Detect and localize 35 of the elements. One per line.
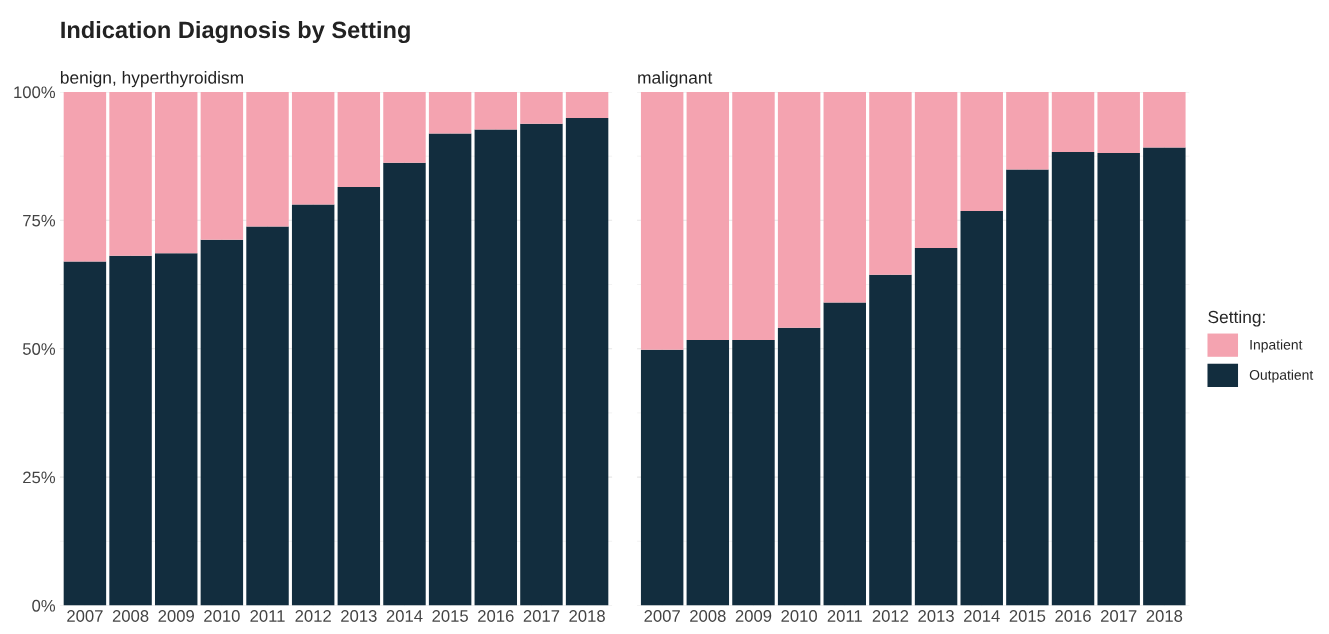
x-tick-label: 2016 bbox=[478, 610, 514, 622]
x-tick-label: 2010 bbox=[781, 610, 818, 622]
x-tick-label: 2016 bbox=[1055, 610, 1091, 622]
x-tick-label: 2018 bbox=[569, 610, 605, 622]
x-tick-label: 2007 bbox=[67, 610, 103, 622]
legend-label: Outpatient bbox=[1249, 369, 1314, 383]
y-tick-label: 75% bbox=[23, 214, 56, 227]
x-tick-label: 2009 bbox=[158, 610, 194, 622]
x-tick-label: 2017 bbox=[1101, 610, 1137, 622]
y-tick-label: 25% bbox=[23, 471, 56, 484]
x-tick-label: 2015 bbox=[432, 610, 468, 622]
x-tick-label: 2007 bbox=[644, 610, 680, 622]
x-tick-label: 2009 bbox=[735, 610, 772, 622]
x-tick-label: 2008 bbox=[112, 610, 149, 622]
x-tick-label: 2015 bbox=[1009, 610, 1046, 622]
x-tick-label: 2017 bbox=[523, 610, 560, 622]
legend-title: Setting: bbox=[1208, 310, 1265, 327]
chart-title: Indication Diagnosis by Setting bbox=[61, 20, 410, 44]
x-tick-label: 2012 bbox=[872, 610, 909, 622]
x-tick-label: 2011 bbox=[827, 610, 862, 622]
chart-subtitle: benign, hyperthyroidism bbox=[60, 71, 243, 88]
x-tick-label: 2010 bbox=[204, 610, 240, 622]
legend-label: Inpatient bbox=[1250, 339, 1303, 353]
x-tick-label: 2011 bbox=[250, 610, 285, 622]
y-tick-label: 0% bbox=[32, 599, 56, 612]
y-tick-label: 100% bbox=[14, 86, 56, 99]
x-tick-label: 2008 bbox=[690, 610, 726, 622]
x-tick-label: 2018 bbox=[1146, 610, 1183, 622]
chart-subtitle: malignant bbox=[638, 71, 713, 88]
y-tick-label: 50% bbox=[22, 343, 56, 355]
x-tick-label: 2014 bbox=[964, 610, 1000, 622]
x-tick-label: 2013 bbox=[918, 610, 954, 622]
x-tick-label: 2013 bbox=[341, 610, 377, 622]
x-tick-label: 2012 bbox=[295, 610, 331, 622]
x-tick-label: 2014 bbox=[386, 610, 423, 622]
